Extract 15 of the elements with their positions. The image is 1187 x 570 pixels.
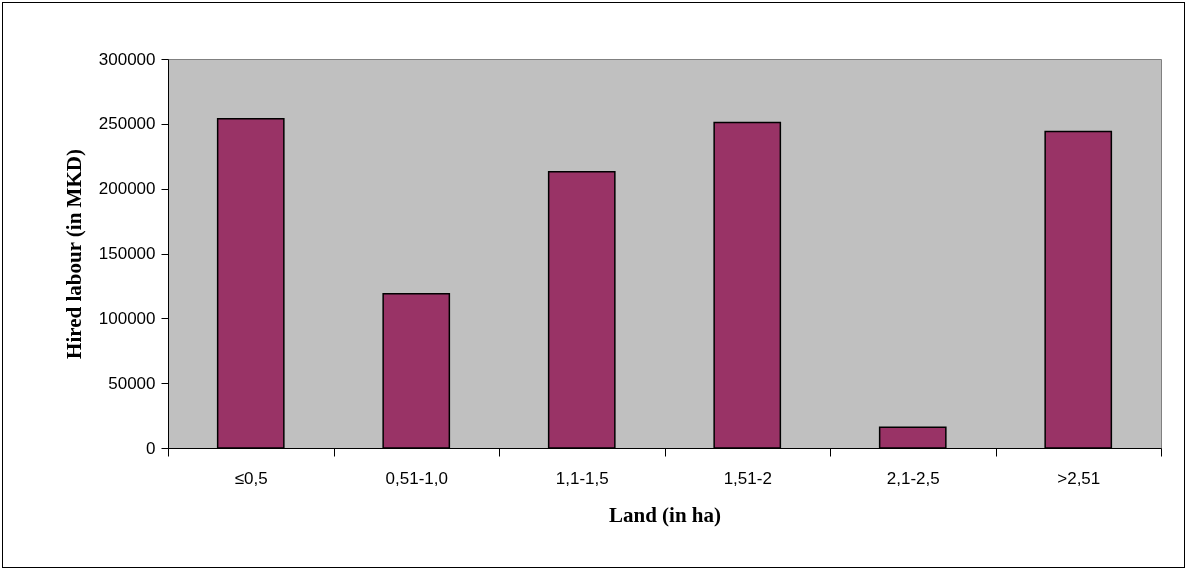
x-tick-label: 1,51-2 (723, 468, 772, 488)
x-axis-title: Land (in ha) (608, 502, 722, 527)
x-tick-label: 2,1-2,5 (886, 468, 940, 488)
x-tick-label: 1,1-1,5 (555, 468, 609, 488)
x-tick-label: >2,51 (1057, 468, 1101, 488)
y-axis-title: Hired labour (in MKD) (61, 149, 86, 359)
y-tick-label: 0 (146, 438, 156, 458)
y-tick-label: 150000 (98, 244, 156, 263)
x-tick-label: ≤0,5 (234, 468, 268, 488)
y-tick-label: 200000 (98, 179, 156, 199)
y-tick-label: 50000 (108, 373, 156, 393)
y-tick-label: 300000 (98, 49, 156, 69)
y-tick-label: 100000 (98, 308, 156, 328)
x-tick-label: 0,51-1,0 (385, 468, 448, 488)
y-tick-label: 250000 (98, 114, 156, 134)
